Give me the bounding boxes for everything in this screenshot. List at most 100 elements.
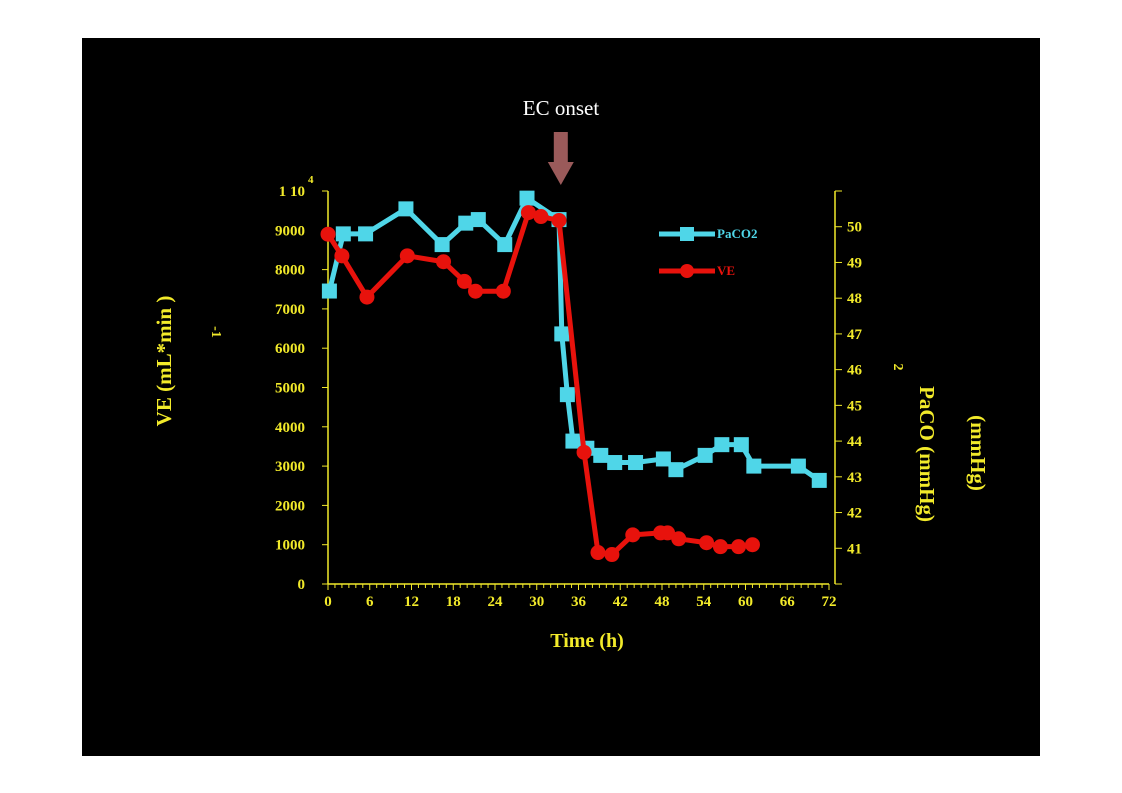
- x-tick-label: 6: [366, 594, 374, 610]
- left-y-tick-label: 0: [298, 577, 306, 593]
- data-point: [399, 248, 415, 264]
- right-y-tick-label: 46: [847, 363, 863, 379]
- left-y-axis-label-superscript: -1: [208, 326, 223, 338]
- right-y-tick-label: 42: [847, 506, 862, 522]
- x-tick-label: 66: [780, 594, 796, 610]
- data-point: [697, 447, 713, 463]
- data-point: [607, 455, 623, 471]
- data-point: [671, 531, 687, 547]
- left-y-tick-label: 9000: [275, 223, 305, 239]
- data-point: [559, 387, 575, 403]
- data-point: [668, 462, 684, 478]
- data-point: [744, 537, 760, 553]
- x-tick-label: 30: [529, 594, 544, 610]
- left-y-tick-labels: 0 1000 2000 3000 4000 5000 6000 7000 8000 9000 1 1…: [275, 174, 314, 593]
- x-tick-label: 0: [324, 594, 332, 610]
- x-tick-labels: 0 6 12 18 24 30 36 42 48 54 60 66 72: [324, 594, 836, 610]
- x-tick-label: 24: [488, 594, 504, 610]
- left-y-tick-label: 6000: [275, 341, 305, 357]
- right-y-axis-label: PaCO (mmHg): [915, 386, 939, 522]
- data-point: [533, 209, 549, 225]
- data-point: [335, 226, 351, 242]
- left-y-tick-label: 1000: [275, 538, 305, 554]
- series-ve: [320, 205, 760, 563]
- arrow-shaft: [553, 132, 568, 162]
- data-point: [398, 201, 414, 217]
- right-y-tick-label: 50: [847, 220, 862, 236]
- data-point: [458, 215, 474, 231]
- left-y-tick-label: 4000: [275, 420, 305, 436]
- left-y-tick-label: 2000: [275, 498, 305, 514]
- right-y-axis-label-subscript: 2: [890, 364, 905, 371]
- legend-marker: [680, 264, 694, 278]
- data-point: [520, 205, 536, 221]
- data-point: [790, 458, 806, 474]
- data-point: [628, 455, 644, 471]
- data-point: [604, 547, 620, 563]
- legend-label: PaCO2: [717, 226, 757, 241]
- x-tick-label: 60: [738, 594, 753, 610]
- data-point: [625, 527, 641, 543]
- x-tick-label: 12: [404, 594, 419, 610]
- data-point: [497, 237, 513, 253]
- data-point: [660, 525, 676, 541]
- legend-label: VE: [717, 263, 735, 278]
- data-point: [468, 283, 484, 299]
- data-point: [495, 283, 511, 299]
- data-point: [576, 444, 592, 460]
- data-point: [551, 212, 567, 228]
- data-point: [554, 326, 570, 342]
- data-point: [699, 535, 715, 551]
- left-y-tick-label: 7000: [275, 302, 305, 318]
- left-y-axis-label: VE (mL*min ): [152, 296, 176, 427]
- x-tick-label: 36: [571, 594, 587, 610]
- legend-item-ve: VE: [659, 263, 735, 278]
- x-tick-label: 72: [822, 594, 837, 610]
- left-y-top-exponent: 4: [308, 174, 314, 186]
- right-y-tick-label: 43: [847, 470, 862, 486]
- x-tick-label: 54: [696, 594, 712, 610]
- data-point: [434, 237, 450, 253]
- chart-svg: EC onset 0 1000 2000 3000 4000 5000 6000 7000 80…: [152, 96, 990, 652]
- data-point: [811, 472, 827, 488]
- x-axis-label: Time (h): [550, 630, 624, 652]
- chart-legend: PaCO2 VE: [659, 226, 757, 278]
- right-y-tick-label: 48: [847, 291, 862, 307]
- right-y-tick-label: 45: [847, 398, 862, 414]
- data-point: [714, 437, 730, 453]
- legend-marker: [680, 227, 694, 241]
- data-point: [712, 539, 728, 555]
- data-point: [593, 447, 609, 463]
- data-point: [733, 437, 749, 453]
- series-line: [325, 210, 753, 558]
- right-y-axis-label-units: (mmHg): [966, 415, 990, 491]
- data-point: [321, 283, 337, 299]
- data-point: [731, 539, 747, 555]
- x-tick-label: 48: [655, 594, 670, 610]
- data-point: [359, 289, 375, 305]
- right-y-tick-label: 49: [847, 255, 862, 271]
- series-layer: [320, 190, 827, 563]
- data-point: [470, 212, 486, 228]
- left-y-tick-label: 3000: [275, 459, 305, 475]
- left-y-tick-label: 8000: [275, 263, 305, 279]
- chart-slide: EC onset 0 1000 2000 3000 4000 5000 6000 7000 80…: [82, 38, 1040, 756]
- chart-axes: [322, 190, 842, 590]
- data-point: [456, 273, 472, 289]
- data-point: [746, 458, 762, 474]
- data-point: [320, 226, 336, 242]
- data-point: [334, 248, 350, 264]
- right-y-tick-label: 47: [847, 327, 863, 343]
- legend-item-paco2: PaCO2: [659, 226, 757, 241]
- data-point: [590, 545, 606, 561]
- left-y-tick-label: 1 10: [279, 184, 305, 200]
- right-y-tick-label: 41: [847, 541, 862, 557]
- right-y-tick-label: 44: [847, 434, 863, 450]
- data-point: [436, 254, 452, 270]
- arrow-head: [547, 162, 574, 185]
- left-y-tick-label: 5000: [275, 381, 305, 397]
- data-point: [358, 226, 374, 242]
- data-point: [655, 451, 671, 467]
- data-point: [565, 433, 581, 449]
- right-y-tick-labels: 41 42 43 44 45 46 47 48 49 50: [847, 220, 863, 558]
